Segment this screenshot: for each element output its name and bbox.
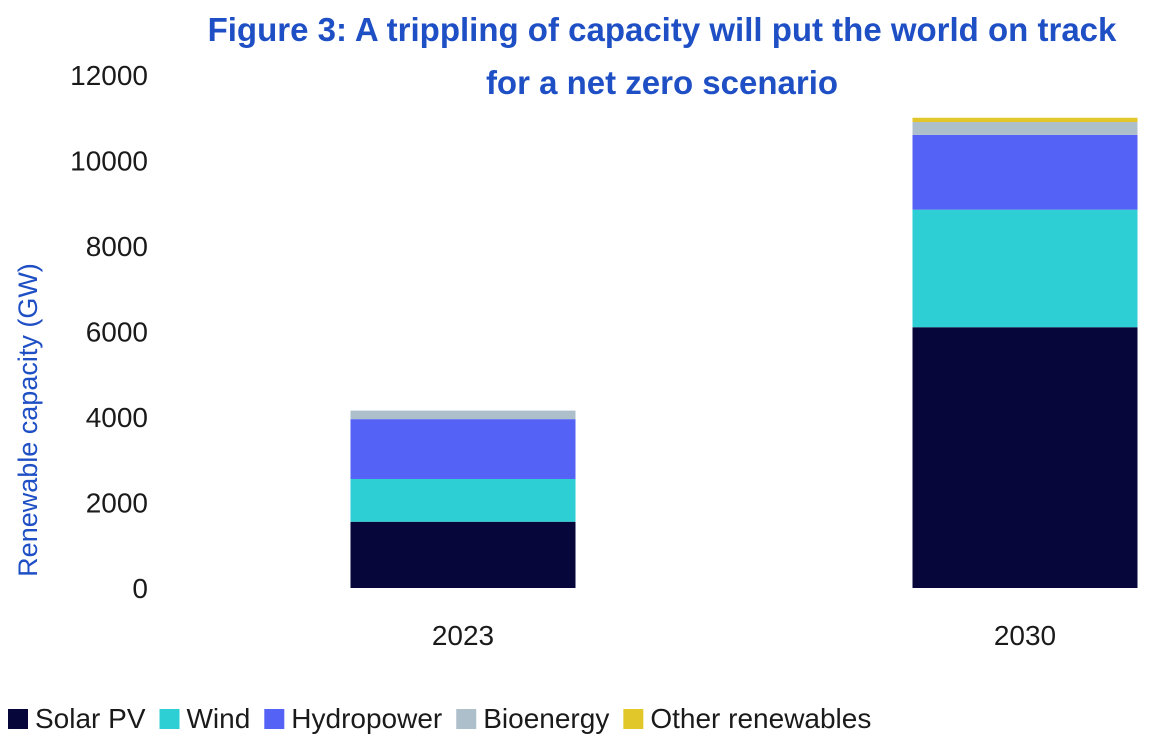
- legend-label: Bioenergy: [483, 703, 609, 734]
- bar-segment-hydropower: [350, 419, 576, 479]
- x-category-label: 2023: [432, 620, 494, 651]
- bars: [350, 117, 1138, 588]
- chart-title-line-1: Figure 3: A trippling of capacity will p…: [208, 11, 1117, 48]
- legend-label: Solar PV: [35, 703, 146, 734]
- y-tick-label: 12000: [70, 60, 148, 91]
- bar-segment-solar-pv: [912, 327, 1138, 588]
- y-axis-ticks: 12000 10000 8000 6000 4000 2000 0: [70, 60, 148, 604]
- y-axis-label: Renewable capacity (GW): [13, 263, 43, 577]
- bar-segment-hydropower: [912, 134, 1138, 210]
- y-tick-label: 4000: [86, 402, 148, 433]
- legend-swatch: [159, 709, 180, 729]
- legend-label: Wind: [187, 703, 251, 734]
- y-tick-label: 10000: [70, 146, 148, 177]
- y-tick-label: 0: [132, 573, 148, 604]
- legend-swatch: [264, 709, 285, 729]
- bar-segment-bioenergy: [912, 122, 1138, 135]
- bar-segment-bioenergy: [350, 410, 576, 420]
- legend: Solar PV Wind Hydropower Bioenergy Other ren…: [8, 703, 871, 734]
- bar-segment-wind: [350, 478, 576, 522]
- chart-title-line-2: for a net zero scenario: [486, 64, 838, 101]
- bar-segment-wind: [912, 209, 1138, 328]
- legend-swatch: [8, 709, 28, 729]
- legend-label: Other renewables: [650, 703, 871, 734]
- legend-label: Hydropower: [291, 703, 442, 734]
- x-category-label: 2030: [994, 620, 1056, 651]
- y-tick-label: 2000: [86, 488, 148, 519]
- y-tick-label: 6000: [86, 317, 148, 348]
- bar-segment-other-renewables: [912, 117, 1138, 123]
- legend-swatch: [456, 709, 477, 729]
- x-axis-labels: 2023 2030: [432, 620, 1056, 651]
- y-tick-label: 8000: [86, 231, 148, 262]
- bar-segment-solar-pv: [350, 521, 576, 588]
- legend-swatch: [623, 709, 644, 729]
